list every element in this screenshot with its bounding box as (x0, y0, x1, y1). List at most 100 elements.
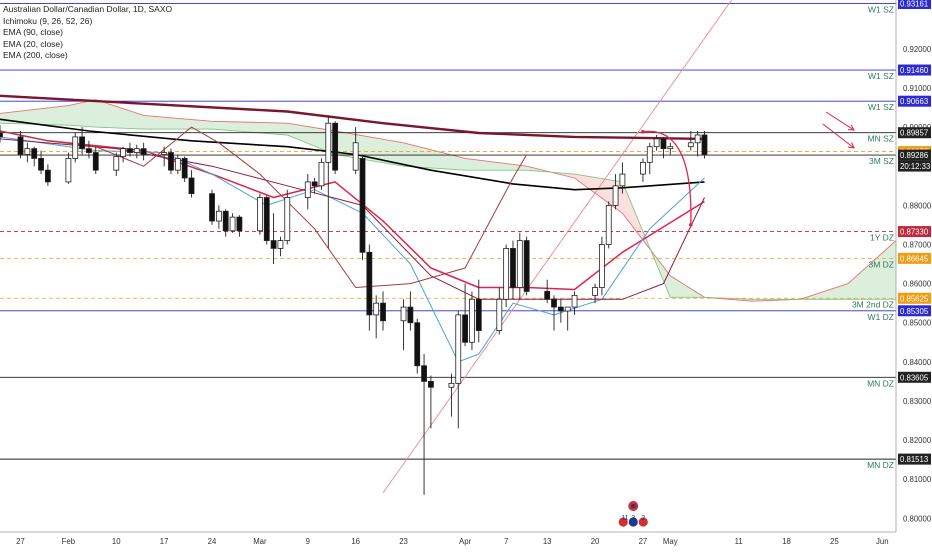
marker-arrow-head (847, 124, 855, 131)
price-tick-label: 0.81000 (903, 475, 932, 484)
candle-body (571, 294, 578, 308)
time-tick-label: 24 (208, 537, 217, 546)
countdown-badge (898, 160, 931, 172)
candle-body (161, 152, 168, 155)
ema200-line (0, 94, 705, 141)
trendline[interactable] (382, 0, 752, 494)
candle (592, 283, 598, 304)
time-tick-label: 25 (830, 537, 839, 546)
tenkan-line (0, 136, 705, 363)
candle-body (277, 240, 284, 249)
candle (400, 299, 407, 351)
candle-body (318, 161, 325, 187)
price-tick-label: 0.91000 (903, 84, 932, 93)
candle-body (503, 247, 510, 300)
candle-body (65, 158, 72, 183)
candle (0, 125, 3, 143)
candle-body (653, 138, 660, 148)
price-axis[interactable]: 0.910000.900000.890000.880000.870000.860… (895, 0, 932, 550)
cloud-segment (68, 99, 96, 128)
cloud-segment (574, 174, 623, 214)
candle (516, 232, 523, 300)
price-badge-label: 0.93161 (900, 0, 928, 8)
candle (598, 236, 605, 296)
candle (120, 146, 127, 163)
candle (373, 295, 380, 339)
marker-arrow (825, 111, 855, 131)
candle (469, 291, 475, 351)
candle (181, 156, 188, 182)
candle-body (325, 122, 332, 163)
candle (352, 127, 359, 175)
event-flag-icon (630, 503, 636, 509)
zone-label: W1 DZ (868, 312, 894, 322)
legend-ichimoku[interactable]: Ichimoku (9, 26, 52, 26) (3, 15, 93, 26)
time-tick-label: May (663, 537, 678, 546)
price-tick-label: 0.92000 (903, 45, 932, 54)
candle-body (564, 306, 571, 312)
candle-body (462, 314, 468, 343)
forecast-arrow (642, 130, 692, 225)
candle (407, 291, 414, 331)
time-tick-label: Mar (253, 537, 267, 546)
candle-body (373, 302, 380, 316)
candle (571, 291, 578, 315)
candle (523, 236, 530, 296)
candle-body (181, 158, 188, 179)
chikou-line (0, 126, 528, 288)
price-badge (898, 64, 931, 76)
zone-label: W1 SZ (868, 4, 894, 14)
candle-body (24, 148, 31, 155)
candle-body (215, 210, 222, 222)
candle (612, 174, 619, 210)
candle-body (311, 181, 318, 187)
time-axis[interactable]: 27 Feb 10 17 24 Mar 9 16 23 Apr 7 13 20 27 May 11 18 25 Ju… (0, 531, 896, 546)
candle (304, 174, 311, 210)
cloud-segment (335, 131, 404, 167)
price-tick-label: 0.82000 (903, 436, 932, 445)
zone-label: W1 SZ (868, 102, 894, 112)
price-badge-label: 0.81513 (900, 455, 928, 464)
zone-label: 3M 2nd DZ (852, 299, 894, 309)
price-badge (898, 226, 931, 238)
candle-body (133, 148, 140, 153)
price-badge-label: 0.87330 (900, 228, 929, 237)
candle-body (400, 306, 407, 322)
candle-body (120, 148, 127, 157)
kijun-line (0, 138, 705, 300)
candle (503, 244, 510, 308)
candle-body (660, 138, 667, 150)
candle (448, 373, 455, 417)
time-tick-label: 16 (351, 537, 360, 546)
candles (0, 115, 708, 495)
candle (92, 146, 99, 175)
price-badge (898, 453, 931, 465)
candle (65, 152, 72, 184)
candle (113, 152, 120, 177)
candle-body (222, 210, 229, 232)
candle (311, 177, 318, 194)
candle (222, 209, 229, 237)
marker-arrow-head (847, 142, 855, 149)
support-trendline (382, 0, 733, 494)
candle (551, 295, 557, 331)
legend-ema200[interactable]: EMA (200, close) (3, 50, 68, 61)
candle-body (496, 298, 503, 331)
legend-symbol[interactable]: Australian Dollar/Canadian Dollar, 1D, S… (3, 4, 173, 14)
candle (332, 121, 339, 175)
candle (174, 154, 181, 175)
candle (359, 154, 366, 261)
candle-body (475, 298, 482, 331)
candle (24, 142, 31, 163)
price-tick-label: 0.84000 (903, 358, 932, 367)
candle-body (380, 302, 386, 322)
price-badge-label: 0.89857 (900, 129, 928, 138)
legend-ema20[interactable]: EMA (20, close) (3, 38, 63, 49)
candle (414, 318, 421, 374)
candle-body (598, 244, 605, 288)
zone-lines: W1 SZ W1 SZ W1 SZ MN SZ 3M SZ 1Y DZ 3M DZ 3M 2n… (0, 3, 896, 470)
candle (31, 146, 38, 167)
legend-ema90[interactable]: EMA (90, close) (3, 27, 63, 38)
